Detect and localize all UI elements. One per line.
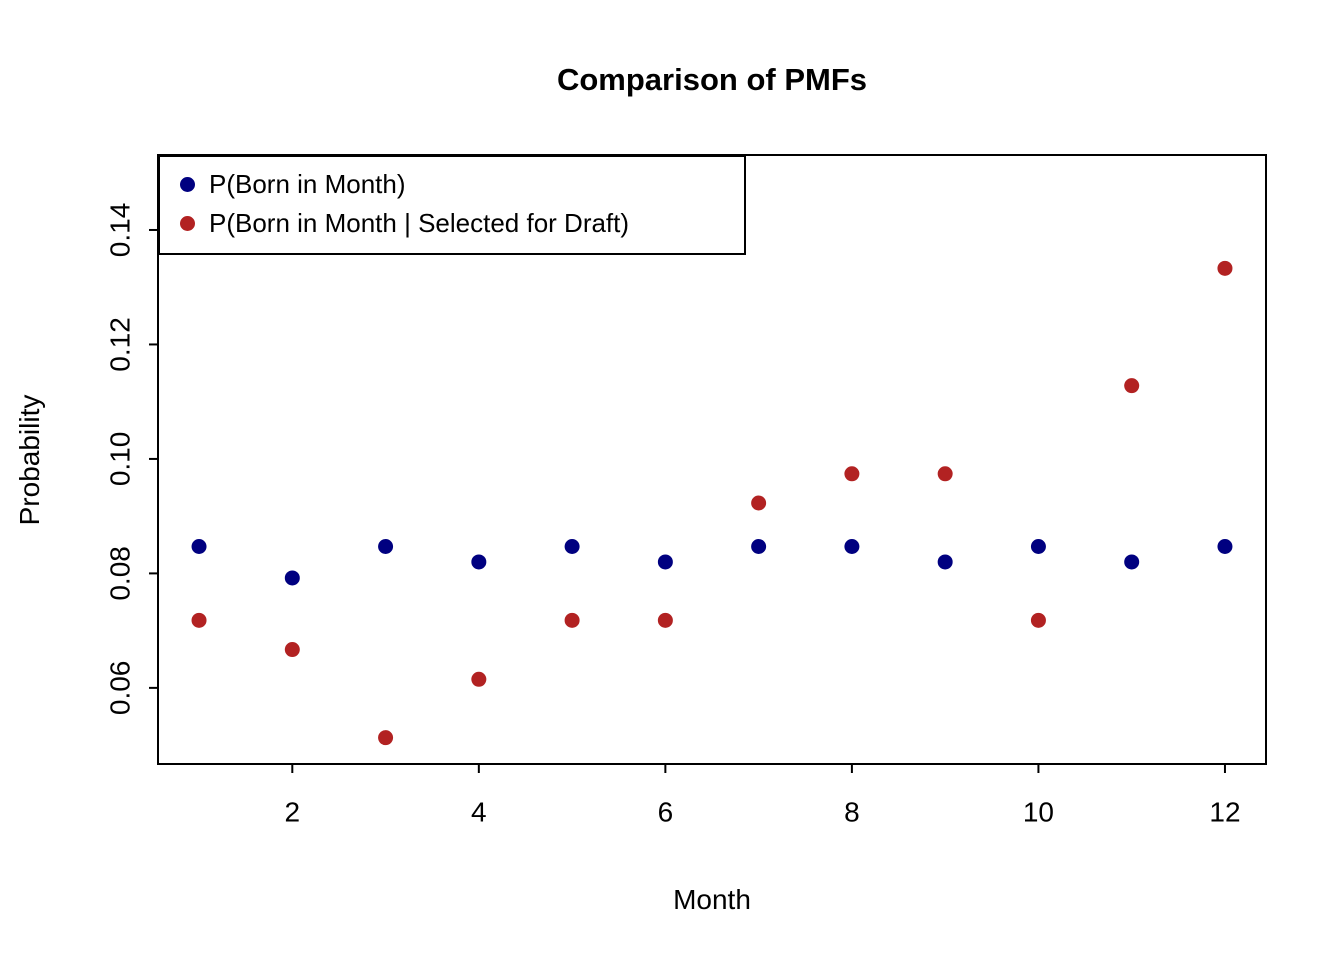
data-point-draft — [191, 612, 207, 628]
data-point-born — [844, 539, 860, 554]
legend-marker-red-icon — [180, 216, 195, 231]
data-point-born — [1030, 539, 1046, 554]
y-tick-label: 0.06 — [105, 661, 136, 716]
data-point-draft — [1030, 612, 1046, 628]
data-point-draft — [471, 671, 487, 687]
x-tick-label: 8 — [844, 797, 860, 828]
x-tick-label: 12 — [1209, 797, 1240, 828]
x-axis-title: Month — [673, 884, 751, 915]
data-point-draft — [1217, 260, 1233, 276]
legend: P(Born in Month) P(Born in Month | Selec… — [158, 155, 746, 255]
data-point-draft — [564, 612, 580, 628]
data-point-born — [937, 554, 953, 570]
y-tick-label: 0.10 — [105, 432, 136, 487]
legend-item-born: P(Born in Month) — [174, 169, 744, 200]
legend-marker-blue-icon — [180, 177, 195, 192]
data-point-draft — [1124, 378, 1140, 394]
data-point-born — [657, 554, 673, 570]
data-point-born — [1124, 554, 1140, 570]
y-tick-label: 0.08 — [105, 546, 136, 601]
data-point-born — [284, 570, 300, 586]
y-tick-label: 0.14 — [105, 203, 136, 258]
data-point-draft — [378, 730, 394, 746]
chart-title: Comparison of PMFs — [556, 62, 867, 97]
legend-item-draft: P(Born in Month | Selected for Draft) — [174, 208, 744, 239]
x-tick-label: 2 — [285, 797, 301, 828]
data-point-born — [751, 539, 767, 554]
x-tick-label: 4 — [471, 797, 487, 828]
y-tick-label: 0.12 — [105, 317, 136, 372]
data-point-draft — [284, 642, 300, 658]
data-point-born — [378, 539, 394, 554]
x-tick-label: 6 — [658, 797, 674, 828]
legend-label-born: P(Born in Month) — [209, 169, 406, 199]
data-point-born — [191, 539, 207, 554]
data-point-draft — [844, 466, 860, 482]
data-point-born — [1217, 539, 1233, 554]
y-axis-title: Probability — [14, 394, 45, 526]
data-point-draft — [937, 466, 953, 482]
data-point-draft — [657, 612, 673, 628]
data-point-draft — [751, 495, 767, 511]
data-point-born — [564, 539, 580, 554]
legend-label-draft: P(Born in Month | Selected for Draft) — [209, 208, 630, 238]
data-point-born — [471, 554, 487, 570]
x-tick-label: 10 — [1023, 797, 1054, 828]
